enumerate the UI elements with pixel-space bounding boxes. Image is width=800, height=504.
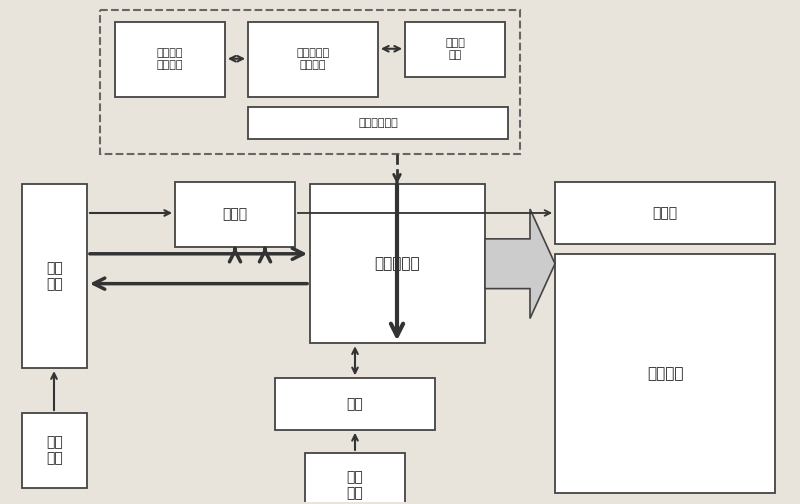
Text: 背光源: 背光源 [653,206,678,220]
Text: 微控处理器: 微控处理器 [374,256,420,271]
Text: 动态控制模块: 动态控制模块 [358,118,398,129]
Text: 接口: 接口 [346,397,363,411]
Text: 比较器
电路: 比较器 电路 [445,38,465,60]
Bar [248,107,508,139]
Text: 红外感应
接受模块: 红外感应 接受模块 [157,48,183,70]
Bar [555,182,775,244]
Bar [305,453,405,504]
Bar [22,184,87,368]
Bar [115,22,225,97]
Bar [22,413,87,488]
Bar [175,182,295,247]
Text: 红外检测电
路及芯片: 红外检测电 路及芯片 [297,48,330,70]
Bar [275,378,435,430]
Text: 显示模块: 显示模块 [646,366,683,381]
Text: 升压板: 升压板 [222,208,247,221]
Bar [405,22,505,77]
Polygon shape [485,209,555,319]
Text: 电源
模块: 电源 模块 [46,261,63,291]
Bar [310,184,485,343]
Text: 串源
输入: 串源 输入 [46,435,63,466]
Bar [100,10,520,154]
Bar [555,254,775,492]
Bar [248,22,378,97]
Text: 信号
输入: 信号 输入 [346,470,363,500]
